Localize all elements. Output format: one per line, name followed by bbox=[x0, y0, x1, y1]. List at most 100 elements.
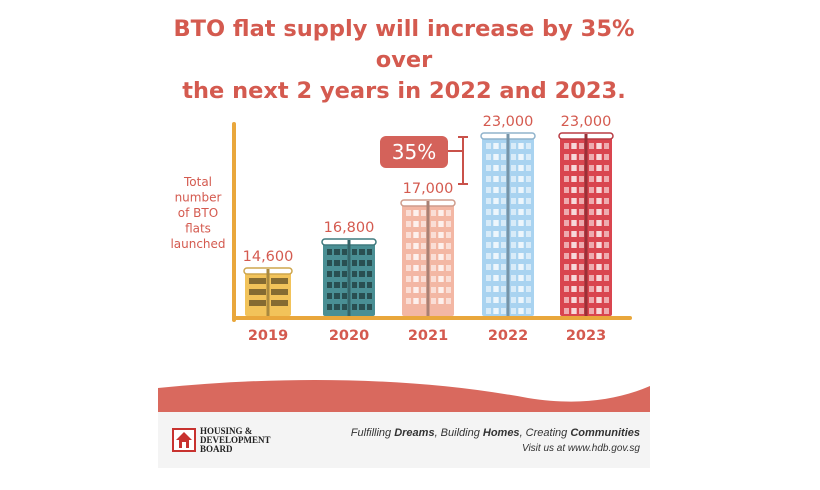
bar-window bbox=[518, 165, 523, 171]
bar-window bbox=[571, 231, 576, 237]
bar-window bbox=[486, 308, 491, 314]
bar-window bbox=[596, 297, 601, 303]
bar-window bbox=[526, 220, 531, 226]
bar-window bbox=[334, 249, 339, 255]
bar-window bbox=[446, 221, 451, 227]
bar-window bbox=[501, 286, 506, 292]
bar-window bbox=[446, 287, 451, 293]
bar-window bbox=[406, 287, 411, 293]
bar-window bbox=[511, 253, 516, 259]
bar-window bbox=[486, 297, 491, 303]
bar-window bbox=[596, 143, 601, 149]
bar-window bbox=[579, 154, 584, 160]
bar-window bbox=[261, 289, 266, 295]
bar-window bbox=[486, 253, 491, 259]
bar-window bbox=[589, 154, 594, 160]
slogan-part: , Creating bbox=[519, 427, 571, 439]
bar-window bbox=[526, 176, 531, 182]
bar-window bbox=[511, 165, 516, 171]
bar-window bbox=[446, 276, 451, 282]
bar-window bbox=[406, 221, 411, 227]
bar-window bbox=[413, 276, 418, 282]
bar-window bbox=[564, 165, 569, 171]
bar-window bbox=[589, 231, 594, 237]
data-label: 14,600 bbox=[243, 249, 294, 265]
bar-window bbox=[421, 210, 426, 216]
y-axis-label: launched bbox=[170, 237, 225, 251]
y-axis-label: Total bbox=[183, 175, 212, 189]
bar-window bbox=[526, 209, 531, 215]
bar-divider bbox=[347, 240, 351, 316]
bar-window bbox=[438, 265, 443, 271]
bar-window bbox=[334, 282, 339, 288]
title-line-1: BTO flat supply will increase by 35% ove… bbox=[173, 16, 635, 73]
bar-window bbox=[511, 242, 516, 248]
bar-window bbox=[604, 154, 609, 160]
bar-window bbox=[579, 187, 584, 193]
bar-window bbox=[367, 293, 372, 299]
bar-window bbox=[493, 286, 498, 292]
bar-window bbox=[486, 154, 491, 160]
bar-window bbox=[596, 242, 601, 248]
bar-window bbox=[518, 220, 523, 226]
bar-window bbox=[421, 243, 426, 249]
bar-window bbox=[564, 176, 569, 182]
slogan-part: Dreams bbox=[394, 427, 435, 439]
bar-window bbox=[564, 275, 569, 281]
bar-window bbox=[352, 293, 357, 299]
bar-window bbox=[604, 308, 609, 314]
bar-window bbox=[256, 289, 261, 295]
logo-line-3: BOARD bbox=[200, 444, 233, 454]
bar-window bbox=[579, 143, 584, 149]
bar-window bbox=[579, 165, 584, 171]
hdb-logo[interactable]: HOUSING & DEVELOPMENT BOARD bbox=[172, 426, 282, 456]
bar-window bbox=[413, 254, 418, 260]
bar-window bbox=[564, 297, 569, 303]
bar-window bbox=[604, 275, 609, 281]
bar-window bbox=[596, 286, 601, 292]
bar-window bbox=[367, 282, 372, 288]
bar-window bbox=[446, 265, 451, 271]
bar-window bbox=[256, 300, 261, 306]
x-tick-label: 2021 bbox=[408, 328, 448, 344]
bar-window bbox=[526, 165, 531, 171]
footer-wave bbox=[158, 379, 650, 414]
bar-window bbox=[446, 210, 451, 216]
bar-window bbox=[526, 198, 531, 204]
bar-window bbox=[596, 176, 601, 182]
website-link[interactable]: Visit us at www.hdb.gov.sg bbox=[521, 443, 640, 454]
bar-window bbox=[359, 249, 364, 255]
bar-window bbox=[596, 264, 601, 270]
bar-window bbox=[501, 275, 506, 281]
y-axis-label: number bbox=[175, 191, 222, 205]
bar-window bbox=[571, 253, 576, 259]
bar-window bbox=[564, 264, 569, 270]
footer: HOUSING & DEVELOPMENT BOARD Fulfilling D… bbox=[158, 412, 650, 468]
bar-window bbox=[604, 165, 609, 171]
bar-window bbox=[518, 308, 523, 314]
bar-window bbox=[334, 260, 339, 266]
bar-window bbox=[486, 242, 491, 248]
bar-window bbox=[413, 298, 418, 304]
bar-window bbox=[518, 264, 523, 270]
bar-window bbox=[571, 154, 576, 160]
slogan: Fulfilling Dreams, Building Homes, Creat… bbox=[351, 426, 640, 456]
bar-window bbox=[604, 198, 609, 204]
bar-window bbox=[579, 198, 584, 204]
bar-window bbox=[493, 176, 498, 182]
bar-window bbox=[249, 278, 254, 284]
bar-window bbox=[431, 276, 436, 282]
bar-window bbox=[579, 264, 584, 270]
bar-window bbox=[604, 143, 609, 149]
bar-window bbox=[413, 232, 418, 238]
bar-window bbox=[431, 265, 436, 271]
bar-window bbox=[604, 297, 609, 303]
bar-window bbox=[501, 165, 506, 171]
bar-window bbox=[486, 165, 491, 171]
annotation-text: 35% bbox=[392, 140, 436, 164]
bar-window bbox=[438, 221, 443, 227]
bar-window bbox=[596, 209, 601, 215]
bar-window bbox=[431, 232, 436, 238]
bar-window bbox=[589, 253, 594, 259]
bar-window bbox=[571, 297, 576, 303]
